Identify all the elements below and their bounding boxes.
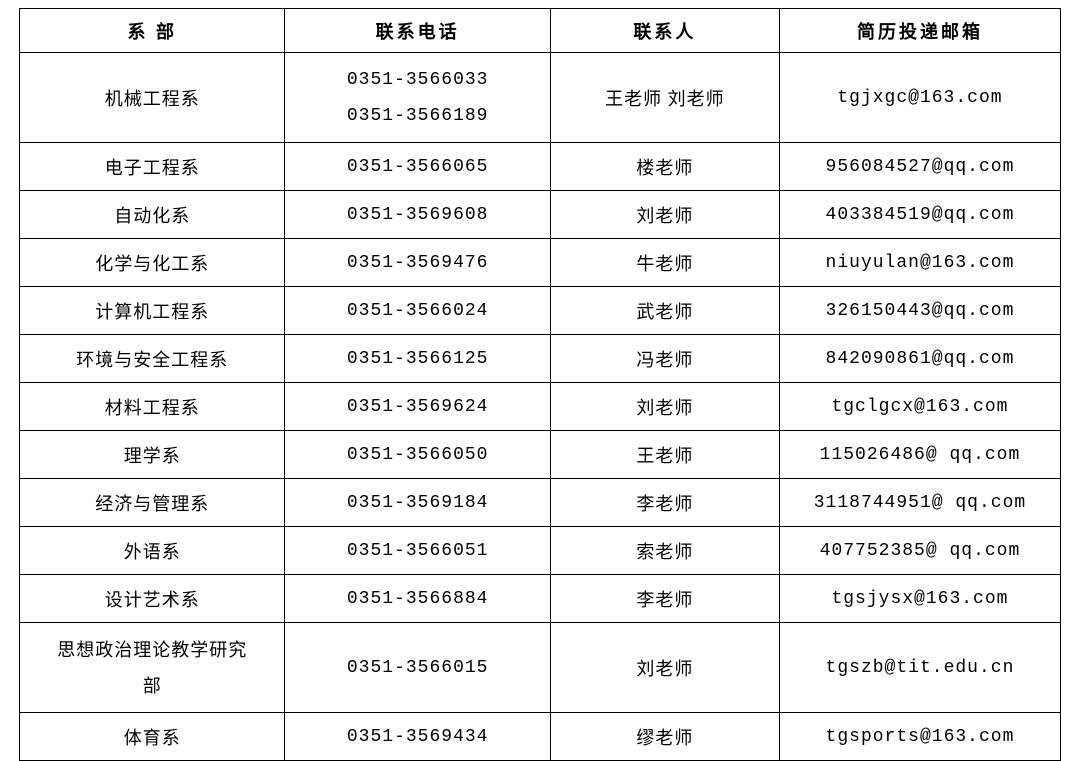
cell-email: tgsports@163.com: [779, 713, 1060, 761]
cell-email: tgszb@tit.edu.cn: [779, 623, 1060, 713]
header-row: 系 部 联系电话 联系人 简历投递邮箱: [20, 9, 1061, 53]
cell-phone: 0351-35660330351-3566189: [285, 53, 550, 143]
header-email: 简历投递邮箱: [779, 9, 1060, 53]
cell-email: tgsjysx@163.com: [779, 575, 1060, 623]
cell-dept: 电子工程系: [20, 143, 285, 191]
cell-contact: 王老师 刘老师: [550, 53, 779, 143]
cell-phone: 0351-3566051: [285, 527, 550, 575]
cell-phone: 0351-3569624: [285, 383, 550, 431]
cell-email: tgjxgc@163.com: [779, 53, 1060, 143]
table-row: 理学系0351-3566050王老师115026486@ qq.com: [20, 431, 1061, 479]
cell-contact: 王老师: [550, 431, 779, 479]
cell-contact: 刘老师: [550, 623, 779, 713]
cell-phone: 0351-3566065: [285, 143, 550, 191]
table-body: 机械工程系0351-35660330351-3566189王老师 刘老师tgjx…: [20, 53, 1061, 761]
cell-contact: 冯老师: [550, 335, 779, 383]
cell-email: 326150443@qq.com: [779, 287, 1060, 335]
cell-contact: 刘老师: [550, 383, 779, 431]
table-row: 化学与化工系0351-3569476牛老师niuyulan@163.com: [20, 239, 1061, 287]
cell-phone: 0351-3566015: [285, 623, 550, 713]
cell-dept: 环境与安全工程系: [20, 335, 285, 383]
cell-contact: 刘老师: [550, 191, 779, 239]
cell-dept: 设计艺术系: [20, 575, 285, 623]
cell-email: niuyulan@163.com: [779, 239, 1060, 287]
cell-email: 115026486@ qq.com: [779, 431, 1060, 479]
cell-dept: 经济与管理系: [20, 479, 285, 527]
table-row: 电子工程系0351-3566065楼老师956084527@qq.com: [20, 143, 1061, 191]
cell-dept: 理学系: [20, 431, 285, 479]
cell-dept: 机械工程系: [20, 53, 285, 143]
cell-email: 407752385@ qq.com: [779, 527, 1060, 575]
cell-phone: 0351-3566125: [285, 335, 550, 383]
cell-dept: 体育系: [20, 713, 285, 761]
header-phone: 联系电话: [285, 9, 550, 53]
table-row: 计算机工程系0351-3566024武老师326150443@qq.com: [20, 287, 1061, 335]
table-header: 系 部 联系电话 联系人 简历投递邮箱: [20, 9, 1061, 53]
cell-phone: 0351-3569184: [285, 479, 550, 527]
cell-phone: 0351-3569434: [285, 713, 550, 761]
table-row: 经济与管理系0351-3569184李老师3118744951@ qq.com: [20, 479, 1061, 527]
table-row: 外语系0351-3566051索老师407752385@ qq.com: [20, 527, 1061, 575]
cell-email: 842090861@qq.com: [779, 335, 1060, 383]
table-row: 自动化系0351-3569608刘老师403384519@qq.com: [20, 191, 1061, 239]
cell-contact: 牛老师: [550, 239, 779, 287]
table-row: 材料工程系0351-3569624刘老师tgclgcx@163.com: [20, 383, 1061, 431]
table-row: 机械工程系0351-35660330351-3566189王老师 刘老师tgjx…: [20, 53, 1061, 143]
header-contact: 联系人: [550, 9, 779, 53]
cell-dept: 外语系: [20, 527, 285, 575]
contact-table: 系 部 联系电话 联系人 简历投递邮箱 机械工程系0351-3566033035…: [19, 8, 1061, 761]
cell-email: 403384519@qq.com: [779, 191, 1060, 239]
cell-contact: 武老师: [550, 287, 779, 335]
cell-contact: 李老师: [550, 575, 779, 623]
header-dept: 系 部: [20, 9, 285, 53]
cell-email: 956084527@qq.com: [779, 143, 1060, 191]
cell-phone: 0351-3569608: [285, 191, 550, 239]
cell-dept: 化学与化工系: [20, 239, 285, 287]
cell-dept: 计算机工程系: [20, 287, 285, 335]
cell-email: 3118744951@ qq.com: [779, 479, 1060, 527]
cell-dept: 材料工程系: [20, 383, 285, 431]
cell-dept: 自动化系: [20, 191, 285, 239]
table-row: 环境与安全工程系0351-3566125冯老师842090861@qq.com: [20, 335, 1061, 383]
contact-table-container: 系 部 联系电话 联系人 简历投递邮箱 机械工程系0351-3566033035…: [19, 8, 1061, 761]
cell-contact: 索老师: [550, 527, 779, 575]
cell-phone: 0351-3566884: [285, 575, 550, 623]
table-row: 设计艺术系0351-3566884李老师tgsjysx@163.com: [20, 575, 1061, 623]
table-row: 思想政治理论教学研究部0351-3566015刘老师tgszb@tit.edu.…: [20, 623, 1061, 713]
table-row: 体育系0351-3569434缪老师tgsports@163.com: [20, 713, 1061, 761]
cell-email: tgclgcx@163.com: [779, 383, 1060, 431]
cell-phone: 0351-3566024: [285, 287, 550, 335]
cell-contact: 缪老师: [550, 713, 779, 761]
cell-contact: 李老师: [550, 479, 779, 527]
cell-phone: 0351-3569476: [285, 239, 550, 287]
cell-dept: 思想政治理论教学研究部: [20, 623, 285, 713]
cell-phone: 0351-3566050: [285, 431, 550, 479]
cell-contact: 楼老师: [550, 143, 779, 191]
